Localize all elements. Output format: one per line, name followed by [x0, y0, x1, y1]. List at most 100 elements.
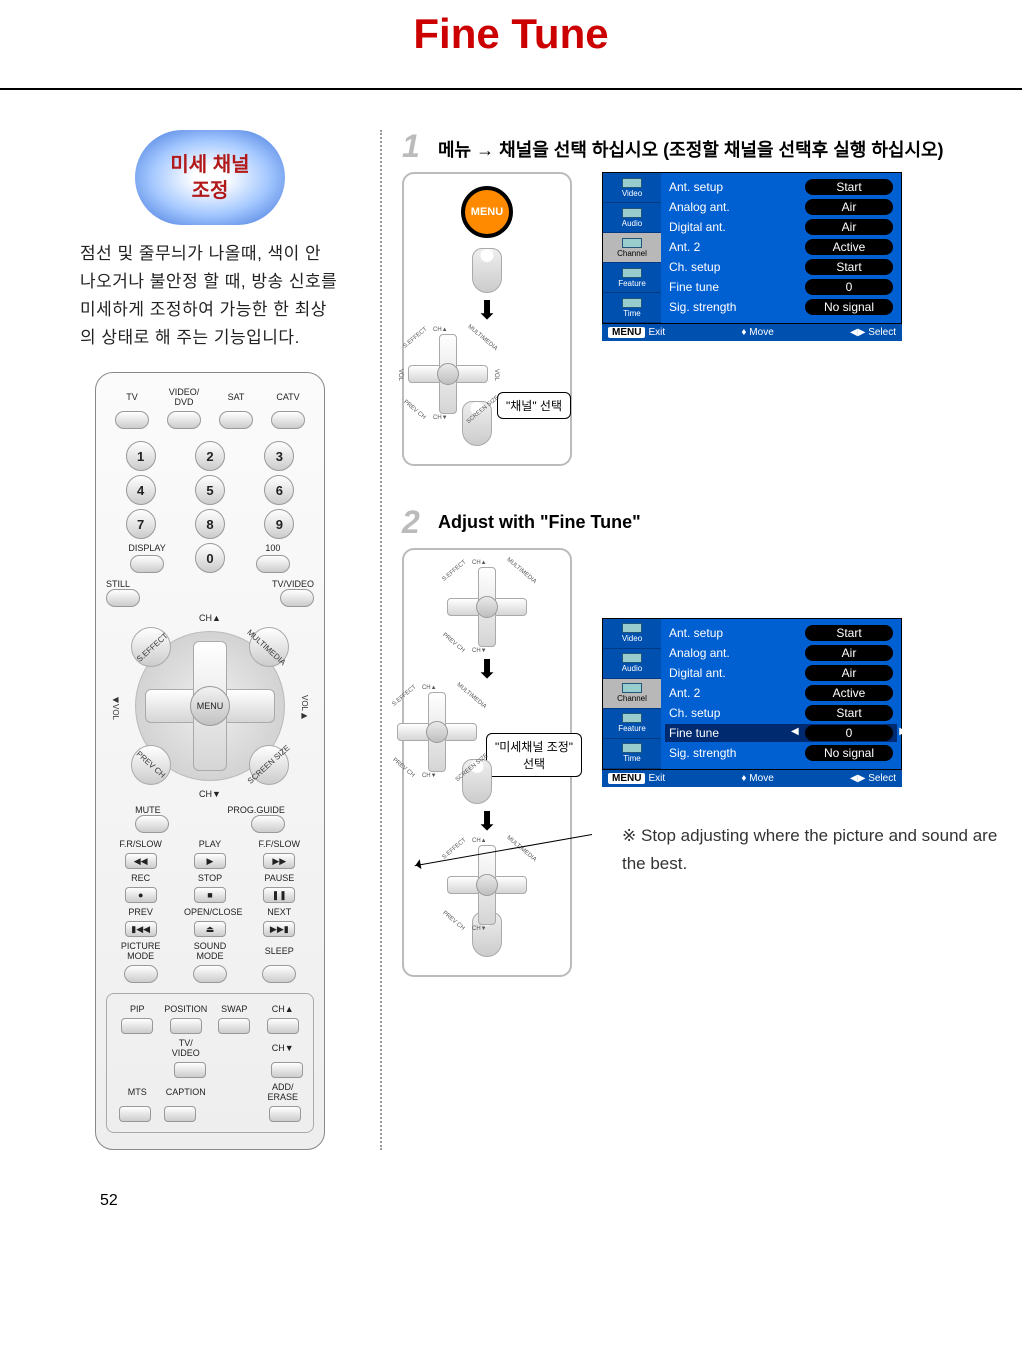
picmode-label: PICTURE MODE	[115, 941, 167, 961]
num-8-button[interactable]: 8	[195, 509, 225, 539]
down-arrow-icon: ⬇	[476, 814, 498, 830]
osd-row-value: Start	[805, 625, 893, 641]
pip-button[interactable]	[121, 1018, 153, 1034]
osd-row-value: Start	[805, 705, 893, 721]
step-1-number: 1	[402, 130, 430, 162]
osd-tab-video[interactable]: Video	[603, 619, 661, 649]
remote-label-sat: SAT	[210, 392, 262, 402]
osd-row[interactable]: Analog ant.Air	[669, 645, 893, 661]
remote-label-catv: CATV	[262, 392, 314, 402]
osd-row-label: Analog ant.	[669, 200, 730, 214]
menu-dot[interactable]: MENU	[461, 186, 513, 238]
osd-row[interactable]: Ant. setupStart	[669, 179, 893, 195]
num-6-button[interactable]: 6	[264, 475, 294, 505]
osd-row[interactable]: Ant. 2Active	[669, 685, 893, 701]
osd-tab-time[interactable]: Time	[603, 739, 661, 769]
osd-row[interactable]: Digital ant.Air	[669, 219, 893, 235]
note-symbol: ※	[622, 826, 636, 845]
num-3-button[interactable]: 3	[264, 441, 294, 471]
step-2-text: Adjust with "Fine Tune"	[438, 506, 641, 533]
num-1-button[interactable]: 1	[126, 441, 156, 471]
sleep-button[interactable]	[262, 965, 296, 983]
rec-button[interactable]: ●	[125, 887, 157, 903]
prev-button[interactable]: ▮◀◀	[125, 921, 157, 937]
num-7-button[interactable]: 7	[126, 509, 156, 539]
osd-row[interactable]: Fine tune0	[669, 279, 893, 295]
page-title: Fine Tune	[0, 0, 1022, 90]
chup2-button[interactable]	[267, 1018, 299, 1034]
num-9-button[interactable]: 9	[264, 509, 294, 539]
osd-row-label: Fine tune	[669, 280, 719, 294]
osd-tab-channel[interactable]: Channel	[603, 233, 661, 263]
osd-row[interactable]: Ch. setupStart	[669, 705, 893, 721]
osd-tab-video[interactable]: Video	[603, 173, 661, 203]
swap-label: SWAP	[210, 1004, 259, 1014]
osd-row[interactable]: Sig. strengthNo signal	[669, 745, 893, 761]
adderase-button[interactable]	[269, 1106, 301, 1122]
prog-guide-button[interactable]	[251, 815, 285, 833]
osd-tab-channel[interactable]: Channel	[603, 679, 661, 709]
move-label: Move	[749, 327, 773, 338]
osd-2-rows: Ant. setupStart Analog ant.Air Digital ant…	[661, 619, 901, 769]
osd-row[interactable]: Ant. setupStart	[669, 625, 893, 641]
stop-button[interactable]: ■	[194, 887, 226, 903]
tvvideo-button[interactable]	[280, 589, 314, 607]
osd-tab-audio[interactable]: Audio	[603, 203, 661, 233]
osd-2: Video Audio Channel Feature Time Ant. se…	[602, 618, 902, 787]
display-button[interactable]	[130, 555, 164, 573]
num-0-button[interactable]: 0	[195, 543, 225, 573]
step-1-text: 메뉴 → 채널을 선택 하십시오 (조정할 채널을 선택후 실행 하십시오)	[438, 130, 944, 162]
vol-right-label: VOL▶	[300, 695, 309, 720]
ch-down-label: CH▼	[106, 789, 314, 799]
step-2-speech: "미세채널 조정" 선택	[486, 733, 582, 777]
menu-button[interactable]: MENU	[190, 686, 230, 726]
num-2-button[interactable]: 2	[195, 441, 225, 471]
mts-button[interactable]	[119, 1106, 151, 1122]
step-2: 2 Adjust with "Fine Tune"	[402, 506, 1002, 538]
remote-control: TV VIDEO/ DVD SAT CATV 1 2 3 4 5 6	[95, 372, 325, 1150]
osd-row[interactable]: Analog ant. Air	[669, 199, 893, 215]
osd-row-label: Ant. setup	[669, 180, 723, 194]
osd-row-value: No signal	[805, 299, 893, 315]
play-button[interactable]: ▶	[194, 853, 226, 869]
dvd-button[interactable]	[167, 411, 201, 429]
sndmode-button[interactable]	[193, 965, 227, 983]
osd-row[interactable]: Sig. strengthNo signal	[669, 299, 893, 315]
osd-row[interactable]: Fine tune0	[665, 724, 897, 742]
fr-button[interactable]: ◀◀	[125, 853, 157, 869]
chdown2-button[interactable]	[271, 1062, 303, 1078]
still-button[interactable]	[106, 589, 140, 607]
osd-tab-feature[interactable]: Feature	[603, 263, 661, 293]
tv-button[interactable]	[115, 411, 149, 429]
remote-label-tv: TV	[106, 392, 158, 402]
select-label: Select	[868, 773, 896, 784]
swap-button[interactable]	[218, 1018, 250, 1034]
tvvideo2-button[interactable]	[174, 1062, 206, 1078]
caption-button[interactable]	[164, 1106, 196, 1122]
position-button[interactable]	[170, 1018, 202, 1034]
osd-row[interactable]: Ch. setupStart	[669, 259, 893, 275]
catv-button[interactable]	[271, 411, 305, 429]
menu-badge: MENU	[608, 327, 645, 338]
open-button[interactable]: ⏏	[194, 921, 226, 937]
osd-row[interactable]: Digital ant.Air	[669, 665, 893, 681]
mute-label: MUTE	[135, 805, 169, 815]
osd-tab-feature[interactable]: Feature	[603, 709, 661, 739]
osd-tab-audio[interactable]: Audio	[603, 649, 661, 679]
osd-row[interactable]: Ant. 2Active	[669, 239, 893, 255]
mute-button[interactable]	[135, 815, 169, 833]
picmode-button[interactable]	[124, 965, 158, 983]
osd-row-value: Air	[805, 199, 893, 215]
num-4-button[interactable]: 4	[126, 475, 156, 505]
play-label: PLAY	[184, 839, 236, 849]
position-label: POSITION	[162, 1004, 211, 1014]
display-label: DISPLAY	[113, 543, 182, 553]
pause-button[interactable]: ❚❚	[263, 887, 295, 903]
osd-tab-time[interactable]: Time	[603, 293, 661, 323]
num-5-button[interactable]: 5	[195, 475, 225, 505]
next-label: NEXT	[253, 907, 305, 917]
ff-button[interactable]: ▶▶	[263, 853, 295, 869]
sat-button[interactable]	[219, 411, 253, 429]
hundred-button[interactable]	[256, 555, 290, 573]
next-button[interactable]: ▶▶▮	[263, 921, 295, 937]
